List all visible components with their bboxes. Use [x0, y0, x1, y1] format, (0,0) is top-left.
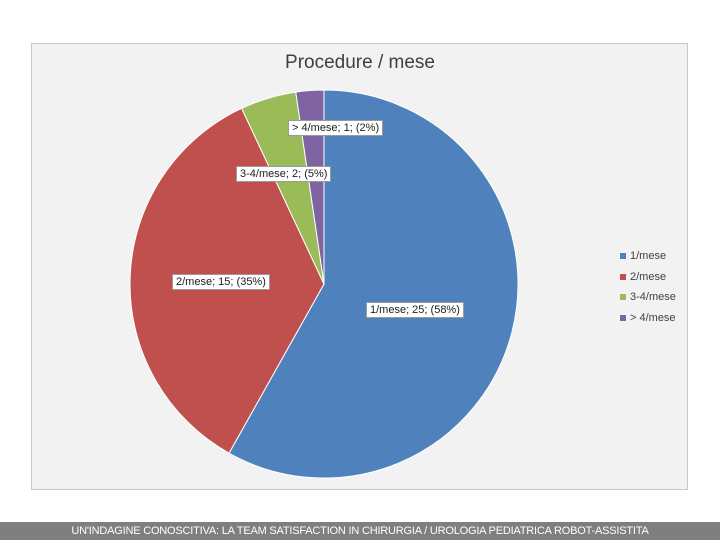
legend-item-2-mese: 2/mese [620, 267, 676, 288]
legend-label-1-mese: 1/mese [630, 250, 667, 263]
data-label-3-4-mese: 3-4/mese; 2; (5%) [236, 166, 332, 182]
legend-label-over-4-mese: > 4/mese [630, 311, 676, 324]
chart-title: Procedure / mese [285, 52, 435, 73]
legend-item-1-mese: 1/mese [620, 246, 676, 267]
slice-1-mese [228, 89, 519, 479]
slice-over-4-mese [295, 89, 325, 285]
footer-text: UN'INDAGINE CONOSCITIVA: LA TEAM SATISFA… [71, 525, 649, 537]
footer-bar: UN'INDAGINE CONOSCITIVA: LA TEAM SATISFA… [0, 522, 720, 540]
chart-legend: 1/mese 2/mese 3-4/mese > 4/mese [620, 246, 676, 328]
legend-swatch-over-4-mese [620, 314, 626, 321]
legend-swatch-3-4-mese [620, 294, 626, 301]
legend-swatch-1-mese [620, 253, 626, 260]
data-label-1-mese: 1/mese; 25; (58%) [366, 302, 464, 318]
legend-item-over-4-mese: > 4/mese [620, 308, 676, 329]
data-label-over-4-mese: > 4/mese; 1; (2%) [288, 120, 384, 136]
legend-item-3-4-mese: 3-4/mese [620, 287, 676, 308]
legend-swatch-2-mese [620, 273, 626, 280]
legend-label-3-4-mese: 3-4/mese [630, 291, 676, 304]
data-label-2-mese: 2/mese; 15; (35%) [172, 274, 270, 290]
legend-label-2-mese: 2/mese [630, 270, 667, 283]
